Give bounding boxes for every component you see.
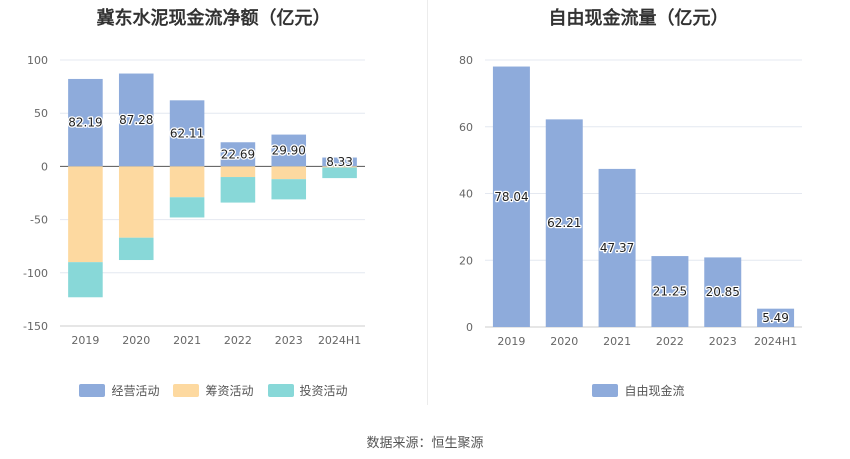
x-tick-label: 2024H1 <box>318 334 361 347</box>
bar <box>118 166 154 238</box>
y-tick-label: 50 <box>34 107 48 120</box>
bar <box>704 257 742 327</box>
bar <box>220 177 256 203</box>
x-tick-label: 2022 <box>656 335 684 348</box>
x-tick-label: 2021 <box>173 334 201 347</box>
data-label: 22.69 <box>221 147 255 161</box>
data-label: 62.21 <box>547 216 581 230</box>
bar <box>322 166 357 168</box>
data-label: 5.49 <box>762 311 789 325</box>
y-tick-label: 80 <box>459 54 473 67</box>
data-label: 21.25 <box>653 285 687 299</box>
y-tick-label: -50 <box>30 214 48 227</box>
free-cash-flow-chart-panel: 自由现金流量（亿元） 80 60 40 20 0 78.04 2019 62.21 2020 47… <box>427 0 850 459</box>
panel-divider <box>427 0 428 405</box>
y-tick-label: 100 <box>27 54 48 67</box>
data-label: 87.28 <box>119 113 153 127</box>
y-tick-label: 0 <box>41 160 48 173</box>
x-tick-label: 2024H1 <box>754 335 797 348</box>
bar <box>271 179 307 200</box>
chart-title: 自由现金流量（亿元） <box>548 8 729 29</box>
bar <box>545 119 583 328</box>
legend-swatch <box>79 384 106 397</box>
legend-swatch <box>267 384 294 397</box>
bar <box>271 134 307 167</box>
bar <box>68 78 103 167</box>
bar <box>322 157 357 167</box>
bar <box>757 308 795 327</box>
bar <box>169 197 205 218</box>
legend-label: 筹资活动 <box>205 384 254 398</box>
x-tick-label: 2020 <box>550 335 578 348</box>
data-source: 数据来源：恒生聚源 <box>366 436 484 451</box>
x-tick-label: 2019 <box>497 335 525 348</box>
legend: 自由现金流 <box>427 382 850 399</box>
chart-title: 冀东水泥现金流净额（亿元） <box>96 8 331 29</box>
x-tick-label: 2020 <box>122 334 150 347</box>
x-tick-label: 2023 <box>275 334 303 347</box>
bar <box>271 166 307 180</box>
bar <box>492 66 530 327</box>
legend: 经营活动 筹资活动 投资活动 <box>0 382 427 399</box>
data-label: 20.85 <box>706 285 740 299</box>
free-cash-flow-chart: 80 60 40 20 0 78.04 2019 62.21 2020 47.37 2021 21.2… <box>459 54 802 348</box>
legend-label: 投资活动 <box>299 384 348 398</box>
bar <box>118 73 154 167</box>
x-tick-label: 2021 <box>603 335 631 348</box>
legend-swatch <box>173 384 200 397</box>
cash-flow-chart: 100 50 0 -50 -100 -150 82.19 2019 87.28 2020 62.11… <box>23 54 365 347</box>
bar <box>220 142 256 167</box>
bar <box>322 167 357 179</box>
y-tick-label: 60 <box>459 121 473 134</box>
legend-label: 经营活动 <box>111 384 160 398</box>
data-label: 8.33 <box>326 155 353 169</box>
legend-item-free-cash-flow[interactable]: 自由现金流 <box>592 382 685 399</box>
y-tick-label: 40 <box>459 188 473 201</box>
legend-label: 自由现金流 <box>624 384 685 398</box>
legend-swatch <box>592 384 619 397</box>
data-label: 47.37 <box>600 241 634 255</box>
bar <box>169 100 205 167</box>
x-tick-label: 2022 <box>224 334 252 347</box>
bar <box>68 262 103 298</box>
y-tick-label: -150 <box>23 320 48 333</box>
legend-item-operating[interactable]: 经营活动 <box>79 382 159 399</box>
bar <box>651 256 689 327</box>
y-tick-label: -100 <box>23 267 48 280</box>
y-tick-label: 0 <box>466 321 473 334</box>
x-tick-label: 2019 <box>71 334 99 347</box>
x-tick-label: 2023 <box>709 335 737 348</box>
bar <box>598 168 636 327</box>
y-tick-label: 20 <box>459 254 473 267</box>
bar <box>220 166 256 178</box>
cash-flow-chart-panel: 冀东水泥现金流净额（亿元） 100 50 0 -50 -100 -150 82.19 2019… <box>0 8 427 399</box>
legend-item-investing[interactable]: 投资活动 <box>267 382 348 399</box>
data-label: 78.04 <box>494 190 528 204</box>
bar <box>68 166 103 263</box>
bar <box>118 237 154 261</box>
data-label: 62.11 <box>170 126 204 140</box>
data-label: 29.90 <box>272 143 306 157</box>
data-label: 82.19 <box>68 116 102 130</box>
bar <box>169 166 205 198</box>
legend-item-financing[interactable]: 筹资活动 <box>173 382 254 399</box>
